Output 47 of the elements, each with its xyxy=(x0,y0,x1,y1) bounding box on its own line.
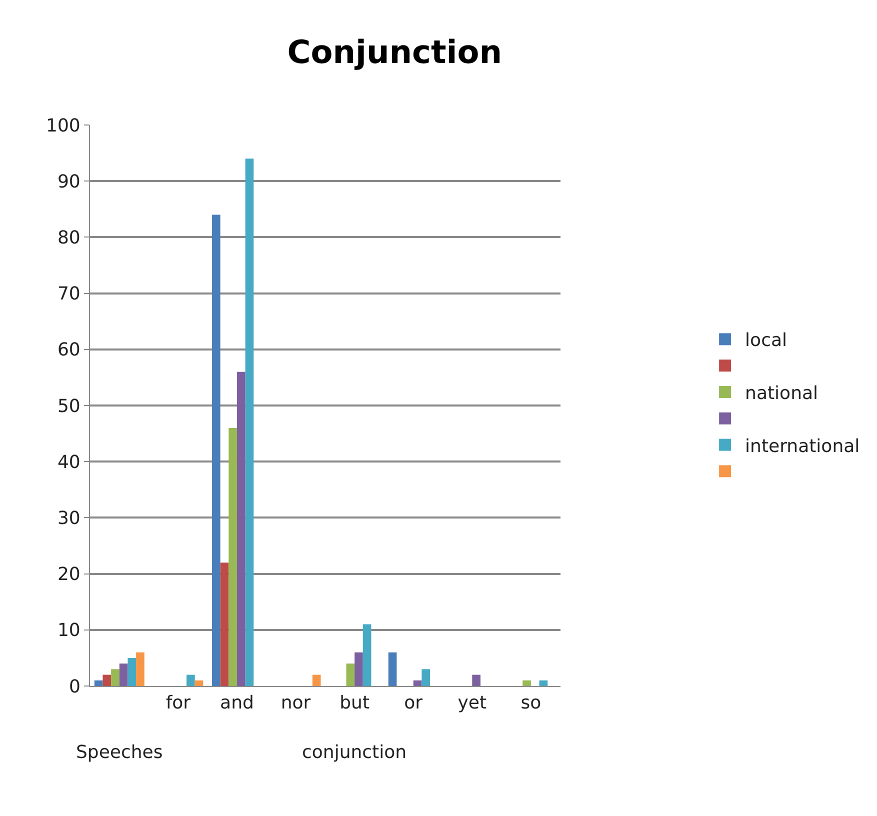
bar xyxy=(346,664,355,686)
bar xyxy=(522,680,531,686)
y-tick-label: 70 xyxy=(57,284,80,305)
bar xyxy=(413,680,422,686)
bar xyxy=(194,680,204,686)
x-tick-label: so xyxy=(520,692,542,714)
y-tick-label: 10 xyxy=(57,620,80,642)
bar xyxy=(539,680,548,686)
bar xyxy=(94,680,103,686)
bar xyxy=(236,372,246,686)
bar xyxy=(245,158,254,686)
y-tick-label: 60 xyxy=(57,340,80,361)
x-tick-label: yet xyxy=(458,692,487,714)
bar xyxy=(102,674,112,686)
bar xyxy=(228,428,237,686)
bar xyxy=(136,652,144,686)
bar xyxy=(111,669,120,686)
bar xyxy=(312,674,321,686)
text: conjunction xyxy=(302,742,407,763)
bar xyxy=(362,624,372,686)
x-tick-label: for xyxy=(166,692,192,714)
bar xyxy=(354,652,363,686)
bar xyxy=(212,214,220,686)
y-tick-label: 50 xyxy=(57,396,80,417)
y-tick-label: 90 xyxy=(57,171,80,192)
x-tick-label: and xyxy=(220,692,254,714)
chart-title: Conjunction xyxy=(287,33,502,72)
text: Speeches xyxy=(76,742,163,763)
bar xyxy=(128,658,136,686)
bar xyxy=(422,669,430,686)
y-tick-label: 100 xyxy=(46,115,80,136)
legend-label: national xyxy=(745,383,818,404)
y-tick-label: 20 xyxy=(57,564,80,586)
legend-label: international xyxy=(745,436,860,457)
bar xyxy=(472,674,480,686)
x-tick-label: or xyxy=(404,692,424,714)
legend-label: local xyxy=(745,330,788,352)
y-tick-label: 0 xyxy=(68,676,80,698)
bar xyxy=(388,652,397,686)
y-tick-label: 40 xyxy=(57,452,80,473)
x-tick-label: but xyxy=(340,692,370,714)
y-tick-label: 30 xyxy=(57,508,80,529)
y-tick-label: 80 xyxy=(57,228,80,248)
bar xyxy=(220,562,229,686)
x-tick-label: nor xyxy=(280,692,312,714)
bar xyxy=(186,674,195,686)
bar xyxy=(119,664,128,686)
